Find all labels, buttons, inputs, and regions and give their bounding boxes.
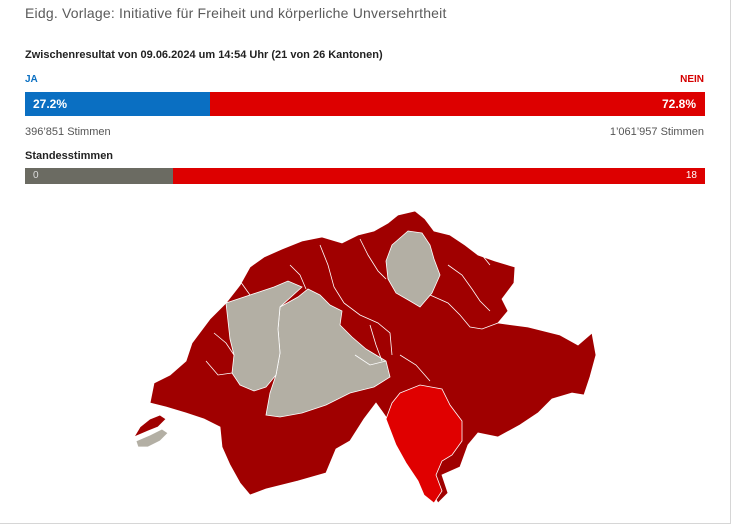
canton-geneva-pending[interactable] xyxy=(135,428,169,448)
cantonal-yes-count: 0 xyxy=(25,168,173,184)
canton-zurich[interactable] xyxy=(385,230,441,308)
cantonal-vote-bar: 0 18 xyxy=(25,168,705,184)
canton-geneva[interactable] xyxy=(133,414,167,438)
no-percent-bar: 72.8% xyxy=(209,92,705,116)
yes-votes-count: 396’851 Stimmen xyxy=(25,126,111,138)
yes-label: JA xyxy=(25,74,38,85)
canton-fribourg-vaud-area[interactable] xyxy=(225,280,303,392)
canton-bern[interactable] xyxy=(265,288,391,418)
canton-borders xyxy=(205,238,499,382)
popular-vote-bar: 27.2% 72.8% xyxy=(25,92,705,116)
no-votes-count: 1’061’957 Stimmen xyxy=(609,126,704,138)
yes-percent-bar: 27.2% xyxy=(25,92,210,116)
interim-result-text: Zwischenresultat von 09.06.2024 um 14:54… xyxy=(25,49,383,61)
switzerland-canton-map[interactable] xyxy=(130,205,610,510)
no-label: NEIN xyxy=(680,74,704,85)
cantonal-no-count: 18 xyxy=(173,168,705,184)
canton-ticino[interactable] xyxy=(385,384,463,504)
cantonal-votes-label: Standesstimmen xyxy=(25,150,114,162)
vote-title: Eidg. Vorlage: Initiative für Freiheit u… xyxy=(25,5,447,21)
